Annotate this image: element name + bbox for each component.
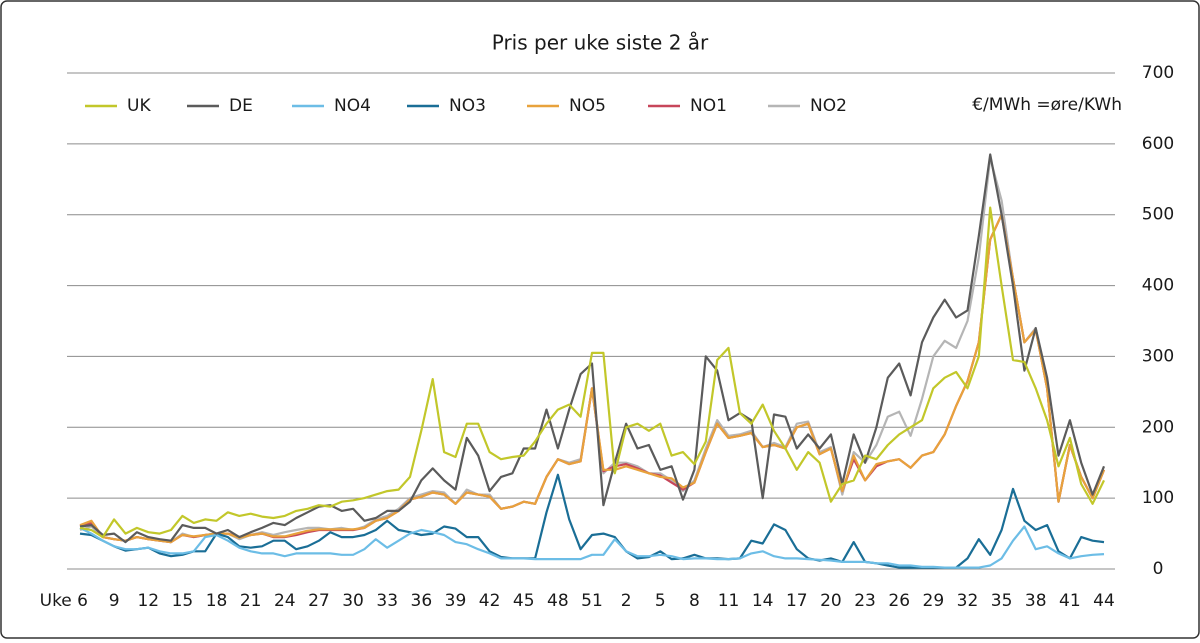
x-tick-label: 35 xyxy=(991,591,1013,611)
unit-label: €/MWh =øre/KWh xyxy=(972,95,1122,115)
x-tick-label: 39 xyxy=(445,591,467,611)
x-tick-label: 51 xyxy=(581,591,603,611)
y-tick-label: 100 xyxy=(1142,488,1174,508)
x-tick-label: 36 xyxy=(411,591,433,611)
legend-label: NO2 xyxy=(810,96,847,116)
series-line xyxy=(79,213,1106,544)
legend-label: NO5 xyxy=(569,96,606,116)
x-tick-label: 15 xyxy=(172,591,194,611)
x-tick-label: 26 xyxy=(888,591,910,611)
x-tick-label: 20 xyxy=(820,591,842,611)
series-line xyxy=(79,153,1106,544)
x-tick-label: 17 xyxy=(786,591,808,611)
x-tick-label: 21 xyxy=(240,591,262,611)
x-tick-label: 14 xyxy=(752,591,774,611)
x-tick-label: 42 xyxy=(479,591,501,611)
legend-label: DE xyxy=(229,96,253,116)
y-tick-label: 700 xyxy=(1142,63,1174,83)
y-tick-label: 300 xyxy=(1142,346,1174,366)
x-tick-label: 27 xyxy=(308,591,330,611)
x-tick-label: Uke 6 xyxy=(40,591,88,611)
y-tick-label: 200 xyxy=(1142,417,1174,437)
x-tick-label: 33 xyxy=(376,591,398,611)
legend-label: NO4 xyxy=(334,96,371,116)
y-tick-label: 400 xyxy=(1142,276,1174,296)
x-tick-label: 11 xyxy=(718,591,740,611)
x-tick-label: 9 xyxy=(109,591,120,611)
x-tick-label: 48 xyxy=(547,591,569,611)
x-tick-label: 44 xyxy=(1093,591,1115,611)
x-tick-label: 45 xyxy=(513,591,535,611)
chart-title: Pris per uke siste 2 år xyxy=(492,31,709,55)
series-line xyxy=(79,206,1105,539)
x-tick-label: 41 xyxy=(1059,591,1081,611)
x-tick-label: 2 xyxy=(621,591,632,611)
x-tick-label: 24 xyxy=(274,591,296,611)
legend-label: NO1 xyxy=(690,96,727,116)
x-tick-label: 8 xyxy=(689,591,700,611)
y-tick-label: 600 xyxy=(1142,134,1174,154)
y-tick-label: 0 xyxy=(1153,559,1164,579)
series-line xyxy=(79,525,1105,569)
x-tick-label: 38 xyxy=(1025,591,1047,611)
legend-label: NO3 xyxy=(449,96,486,116)
y-tick-label: 500 xyxy=(1142,205,1174,225)
x-tick-label: 23 xyxy=(854,591,876,611)
x-tick-label: 5 xyxy=(655,591,666,611)
x-tick-label: 18 xyxy=(206,591,228,611)
x-tick-label: 30 xyxy=(342,591,364,611)
legend-label: UK xyxy=(127,96,151,116)
x-tick-label: 29 xyxy=(923,591,945,611)
x-tick-label: 12 xyxy=(137,591,159,611)
x-tick-label: 32 xyxy=(957,591,979,611)
